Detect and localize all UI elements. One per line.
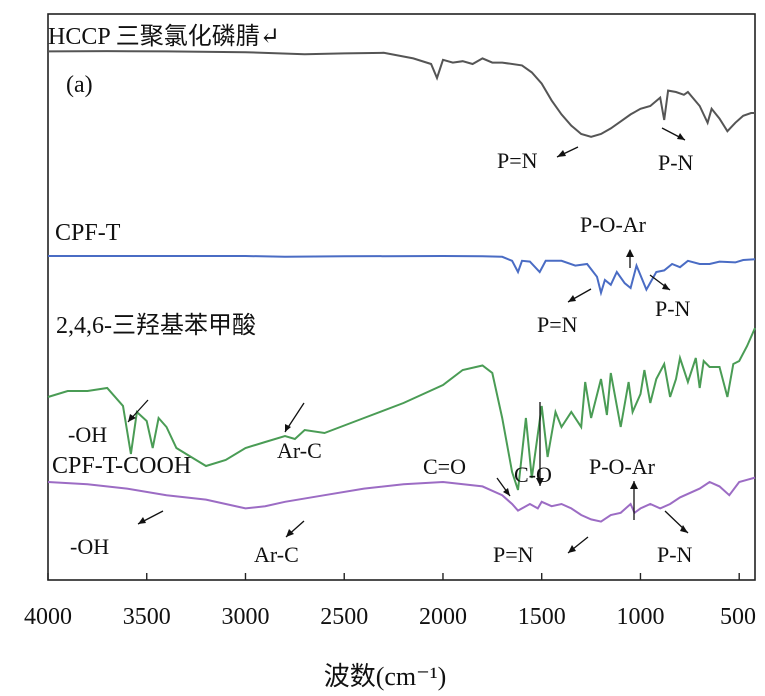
x-tick-label: 2000 xyxy=(419,604,467,630)
series-line-cpft-cooh xyxy=(47,476,756,523)
arrowhead xyxy=(536,478,544,486)
panel-label: (a) xyxy=(66,72,93,98)
series-line-acid xyxy=(47,327,756,491)
annotation-label: C=O xyxy=(423,454,466,479)
x-tick-label: 1500 xyxy=(518,604,566,630)
arrowhead xyxy=(677,133,685,140)
arrowhead xyxy=(557,150,566,157)
x-tick-label: 1000 xyxy=(616,604,664,630)
series-label-cpft: CPF-T xyxy=(55,220,121,246)
annotation-label: P-O-Ar xyxy=(589,454,656,479)
annotation-label: -OH xyxy=(68,422,107,447)
annotation-label: -OH xyxy=(70,534,109,559)
x-tick-label: 500 xyxy=(720,604,756,630)
arrowhead xyxy=(630,481,638,489)
annotation-label: C-O xyxy=(514,462,552,487)
series-line-cpft xyxy=(48,254,756,297)
arrowhead xyxy=(568,545,576,553)
arrowhead xyxy=(626,249,634,257)
annotation-label: P-N xyxy=(657,542,693,567)
annotation-label: Ar-C xyxy=(277,438,322,463)
annotation-label: P=N xyxy=(493,542,534,567)
series-label-hccp: HCCP 三聚氯化磷腈↵ xyxy=(48,23,280,50)
series-line-hccp xyxy=(47,50,755,138)
x-tick-label: 3500 xyxy=(123,604,171,630)
arrowhead xyxy=(680,525,688,533)
annotation-label: P-N xyxy=(655,296,691,321)
series-label-cpft-cooh: CPF-T-COOH xyxy=(52,453,191,479)
x-tick-label: 4000 xyxy=(24,604,72,630)
series-label-acid: 2,4,6-三羟基苯甲酸 xyxy=(56,312,256,339)
annotation-label: P-O-Ar xyxy=(580,212,647,237)
annotation-label: Ar-C xyxy=(254,542,299,567)
annotation-arrowheads xyxy=(128,133,688,553)
x-tick-label: 2500 xyxy=(320,604,368,630)
arrowhead xyxy=(568,295,576,302)
x-axis-ticks: 4000 3500 3000 2500 2000 1500 1000 500 xyxy=(24,573,756,630)
arrowhead xyxy=(128,414,136,422)
arrowhead xyxy=(138,517,146,524)
annotation-label: P-N xyxy=(658,150,694,175)
arrowhead xyxy=(285,424,291,432)
arrowhead xyxy=(662,283,670,290)
annotation-arrows xyxy=(127,127,689,554)
arrowhead xyxy=(503,488,510,496)
x-axis-title: 波数(cm⁻¹) xyxy=(324,662,447,691)
annotation-label: P=N xyxy=(497,148,538,173)
arrowhead xyxy=(286,529,294,537)
plot-frame xyxy=(47,13,756,581)
x-tick-label: 3000 xyxy=(221,604,269,630)
annotation-label: P=N xyxy=(537,312,578,337)
